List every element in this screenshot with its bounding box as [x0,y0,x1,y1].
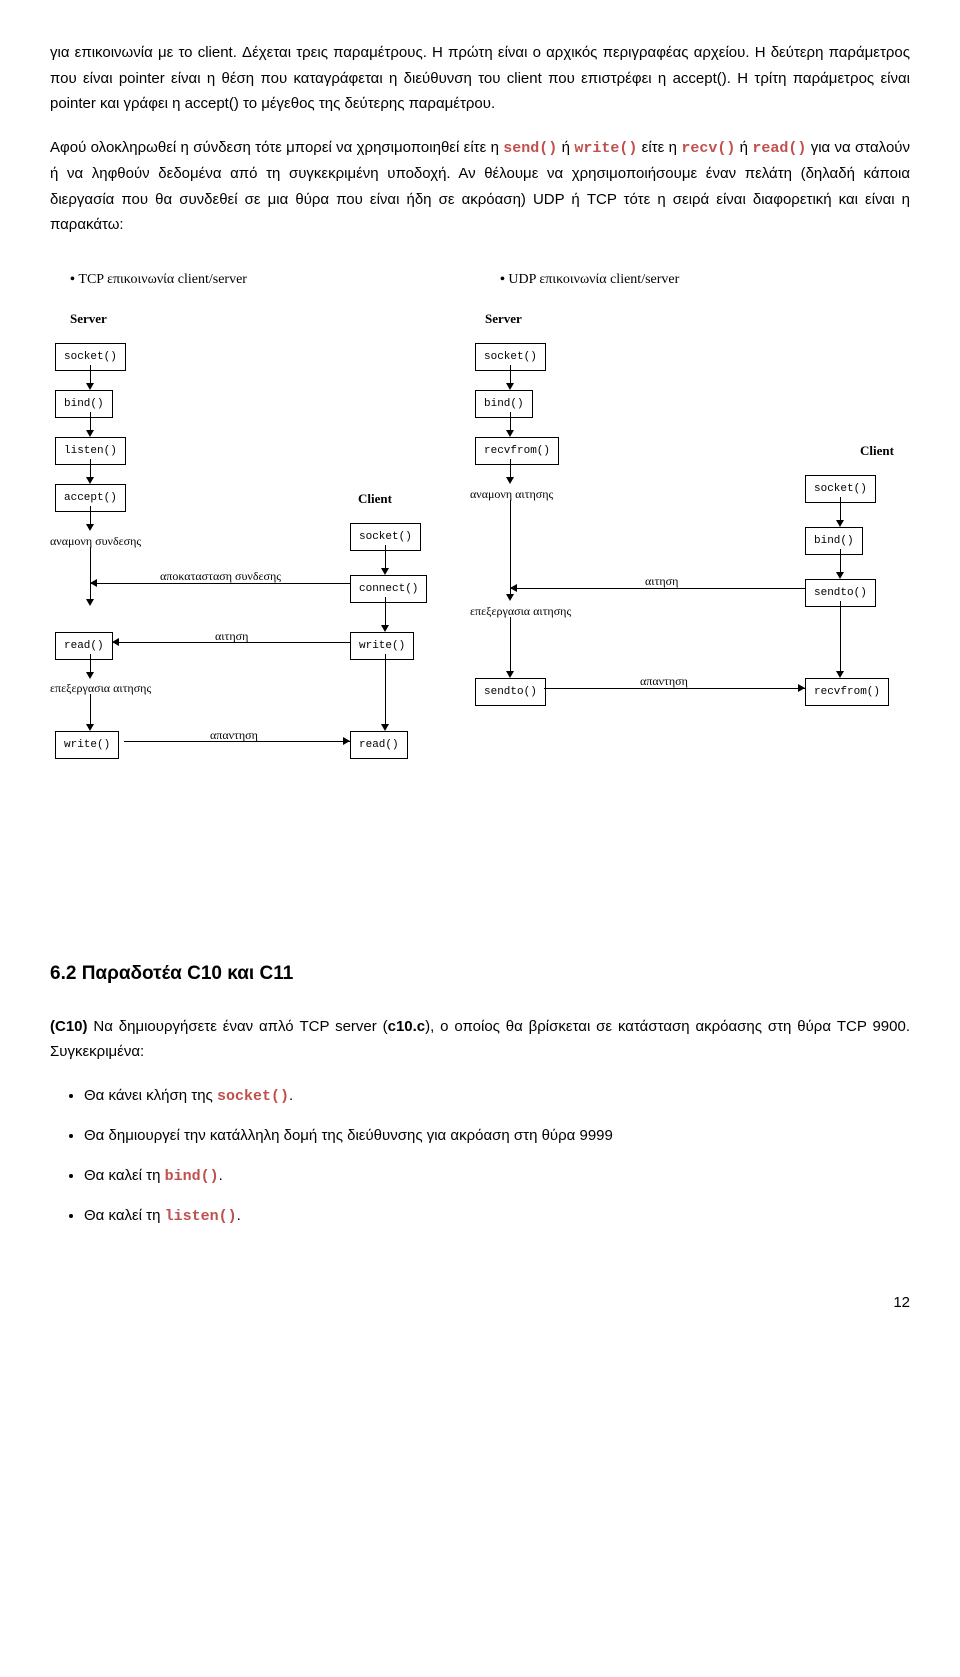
c10-filename: c10.c [388,1018,426,1035]
line [90,694,91,726]
udp-server-sendto-box: sendto() [475,678,546,707]
udp-server-header: Server [485,308,522,330]
diagrams-container: TCP επικοινωνία client/server Server soc… [50,268,910,908]
arrow-down-icon [506,430,514,437]
line [385,545,386,570]
line [90,412,91,432]
tcp-client-header: Client [358,488,392,510]
arrow-down-icon [836,572,844,579]
arrow-down-icon [86,599,94,606]
arrow-down-icon [506,383,514,390]
c10-label: (C10) [50,1018,88,1035]
code-read: read() [752,140,806,157]
b4c: . [237,1207,241,1224]
arrow-down-icon [506,671,514,678]
udp-client-header: Client [860,440,894,462]
line [510,412,511,432]
section-heading: 6.2 Παραδοτέα C10 και C11 [50,958,910,990]
b1a: Θα κάνει κλήση της [84,1087,217,1104]
code-socket: socket() [217,1088,289,1105]
line [90,506,91,526]
arrow-right-icon [343,737,350,745]
code-recv: recv() [681,140,735,157]
arrow-down-icon [381,568,389,575]
udp-recvfrom-box: recvfrom() [475,437,559,466]
arrow-left-icon [90,579,97,587]
arrow-down-icon [506,594,514,601]
line [90,654,91,674]
udp-client-recvfrom-box: recvfrom() [805,678,889,707]
c10-b: Να δημιουργήσετε έναν απλό TCP server ( [88,1018,388,1035]
arrow-down-icon [86,383,94,390]
arrow-down-icon [86,524,94,531]
line [840,601,841,673]
tcp-client-write-box: write() [350,632,414,661]
arrow-down-icon [381,625,389,632]
p2d: ή [735,139,752,156]
p2a: Αφού ολοκληρωθεί η σύνδεση τότε μπορεί ν… [50,139,503,156]
arrow-down-icon [836,520,844,527]
tcp-bind-box: bind() [55,390,113,419]
tcp-connect-box: connect() [350,575,427,604]
line [90,365,91,385]
p2b: ή [557,139,574,156]
b1c: . [289,1087,293,1104]
tcp-request-label: αιτηση [215,626,248,646]
requirements-list: Θα κάνει κλήση της socket(). Θα δημιουργ… [50,1083,910,1230]
line [124,741,350,742]
paragraph-2: Αφού ολοκληρωθεί η σύνδεση τότε μπορεί ν… [50,135,910,238]
line [840,549,841,574]
udp-client-bind-box: bind() [805,527,863,556]
udp-bind-box: bind() [475,390,533,419]
line [510,459,511,479]
p2c: είτε η [637,139,681,156]
udp-title: UDP επικοινωνία client/server [500,268,679,292]
arrow-down-icon [836,671,844,678]
tcp-server-header: Server [70,308,107,330]
line [510,588,805,589]
line [840,497,841,522]
line [90,583,350,584]
b3c: . [219,1167,223,1184]
tcp-process-label: επεξεργασια αιτησης [50,678,151,698]
b3a: Θα καλεί τη [84,1167,165,1184]
arrow-down-icon [86,724,94,731]
list-item: Θα κάνει κλήση της socket(). [84,1083,910,1110]
line [90,459,91,479]
tcp-title: TCP επικοινωνία client/server [70,268,247,292]
line [112,642,350,643]
list-item: Θα δημιουργεί την κατάλληλη δομή της διε… [84,1123,910,1149]
line [385,597,386,627]
line [510,500,511,596]
arrow-down-icon [86,477,94,484]
tcp-read-box: read() [55,632,113,661]
tcp-client-read-box: read() [350,731,408,760]
line [544,688,805,689]
line [510,617,511,673]
list-item: Θα καλεί τη bind(). [84,1163,910,1190]
page-number: 12 [50,1290,910,1316]
udp-wait-label: αναμονη αιτησης [470,484,553,504]
c10-paragraph: (C10) Να δημιουργήσετε έναν απλό TCP ser… [50,1014,910,1065]
tcp-wait-label: αναμονη συνδεσης [50,531,141,551]
arrow-left-icon [112,638,119,646]
tcp-reply-label: απαντηση [210,725,258,745]
line [90,547,91,601]
udp-process-label: επεξεργασια αιτησης [470,601,571,621]
arrow-left-icon [510,584,517,592]
list-item: Θα καλεί τη listen(). [84,1203,910,1230]
code-write: write() [574,140,637,157]
b4a: Θα καλεί τη [84,1207,165,1224]
code-listen: listen() [165,1208,237,1225]
line [385,654,386,726]
arrow-down-icon [381,724,389,731]
arrow-down-icon [506,477,514,484]
arrow-right-icon [798,684,805,692]
code-send: send() [503,140,557,157]
paragraph-1: για επικοινωνία με το client. Δέχεται τρ… [50,40,910,117]
line [510,365,511,385]
arrow-down-icon [86,430,94,437]
code-bind: bind() [165,1168,219,1185]
tcp-write-box: write() [55,731,119,760]
